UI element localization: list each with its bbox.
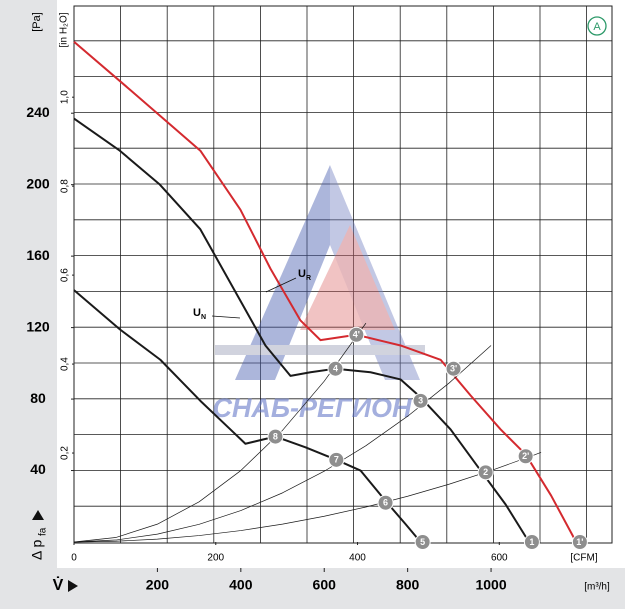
- leader-line: [211, 315, 241, 319]
- operating-point: [414, 534, 431, 550]
- x-tick-label: 800: [396, 577, 420, 593]
- badge: [587, 16, 607, 36]
- y2-tick-label: 0,2: [60, 446, 71, 460]
- y-label-main: Δ p: [29, 540, 45, 560]
- y-unit: [Pa]: [31, 12, 43, 32]
- y-tick-label: 160: [26, 247, 50, 263]
- curve-label: U: [193, 307, 201, 319]
- operating-point-label: 3: [418, 396, 423, 406]
- operating-point-label: 5: [420, 537, 425, 547]
- operating-point-label: 7: [334, 455, 339, 465]
- x2-tick-label: 0: [71, 553, 77, 564]
- operating-point: [377, 494, 394, 511]
- x2-unit: [CFM]: [570, 553, 597, 564]
- operating-point: [327, 360, 344, 377]
- operating-point-label: 8: [273, 431, 278, 441]
- y-tick-label: 80: [30, 390, 46, 406]
- operating-point: [412, 392, 429, 409]
- x2-tick-label: 200: [207, 553, 224, 564]
- x-tick-label: 600: [313, 577, 337, 593]
- operating-point: [477, 464, 494, 481]
- operating-point: [517, 448, 534, 465]
- operating-point-label: 2': [522, 451, 529, 461]
- left-band: [0, 0, 57, 609]
- operating-point-label: 1': [576, 537, 583, 547]
- operating-point-label: 3': [450, 364, 457, 374]
- curve-label: U: [298, 268, 306, 280]
- operating-point: [445, 360, 462, 377]
- x-tick-label: 1000: [475, 577, 506, 593]
- operating-point: [328, 451, 345, 468]
- x-label: V̇: [53, 576, 64, 594]
- curve: [73, 345, 492, 543]
- leader-line: [265, 277, 297, 293]
- operating-point-label: 4': [353, 330, 360, 340]
- y-label-sub: fa: [38, 527, 49, 536]
- y2-tick-label: 0,6: [60, 268, 71, 282]
- curve-label-sub: R: [306, 275, 311, 282]
- y-label: Δ p fa: [29, 510, 49, 560]
- bottom-band: [0, 568, 625, 609]
- y2-tick-label: 1,0: [60, 90, 71, 104]
- curve-label-sub: N: [201, 314, 206, 321]
- y-tick-label: 200: [26, 175, 50, 191]
- y-tick-label: 120: [26, 318, 50, 334]
- y-tick-label: 240: [26, 104, 50, 120]
- badge-text: A: [593, 21, 601, 33]
- y-arrow: [32, 510, 44, 520]
- y-tick-label: 40: [30, 461, 46, 477]
- x2-tick-label: 400: [349, 553, 366, 564]
- operating-point: [267, 428, 284, 445]
- y2-unit: [in H₂O]: [59, 12, 70, 47]
- operating-point-label: 4: [333, 364, 338, 374]
- operating-point-label: 1: [529, 537, 534, 547]
- x-tick-label: 400: [229, 577, 253, 593]
- plot-frame: [73, 5, 613, 544]
- y2-tick-label: 0,4: [60, 357, 71, 371]
- operating-point: [523, 534, 540, 550]
- x-arrow: [68, 580, 78, 592]
- x2-tick-label: 600: [491, 553, 508, 564]
- x-unit: [m³/h]: [584, 582, 610, 593]
- y2-tick-label: 0,8: [60, 179, 71, 193]
- watermark-logo: [215, 165, 425, 380]
- operating-point-label: 2: [483, 467, 488, 477]
- x-tick-label: 200: [146, 577, 170, 593]
- operating-point: [348, 326, 365, 343]
- watermark: СНАБ-РЕГИОН: [212, 393, 412, 423]
- curve: [73, 322, 367, 543]
- operating-point-label: 6: [383, 498, 388, 508]
- curve: [73, 117, 530, 543]
- grid: [74, 6, 612, 543]
- operating-point: [571, 534, 588, 550]
